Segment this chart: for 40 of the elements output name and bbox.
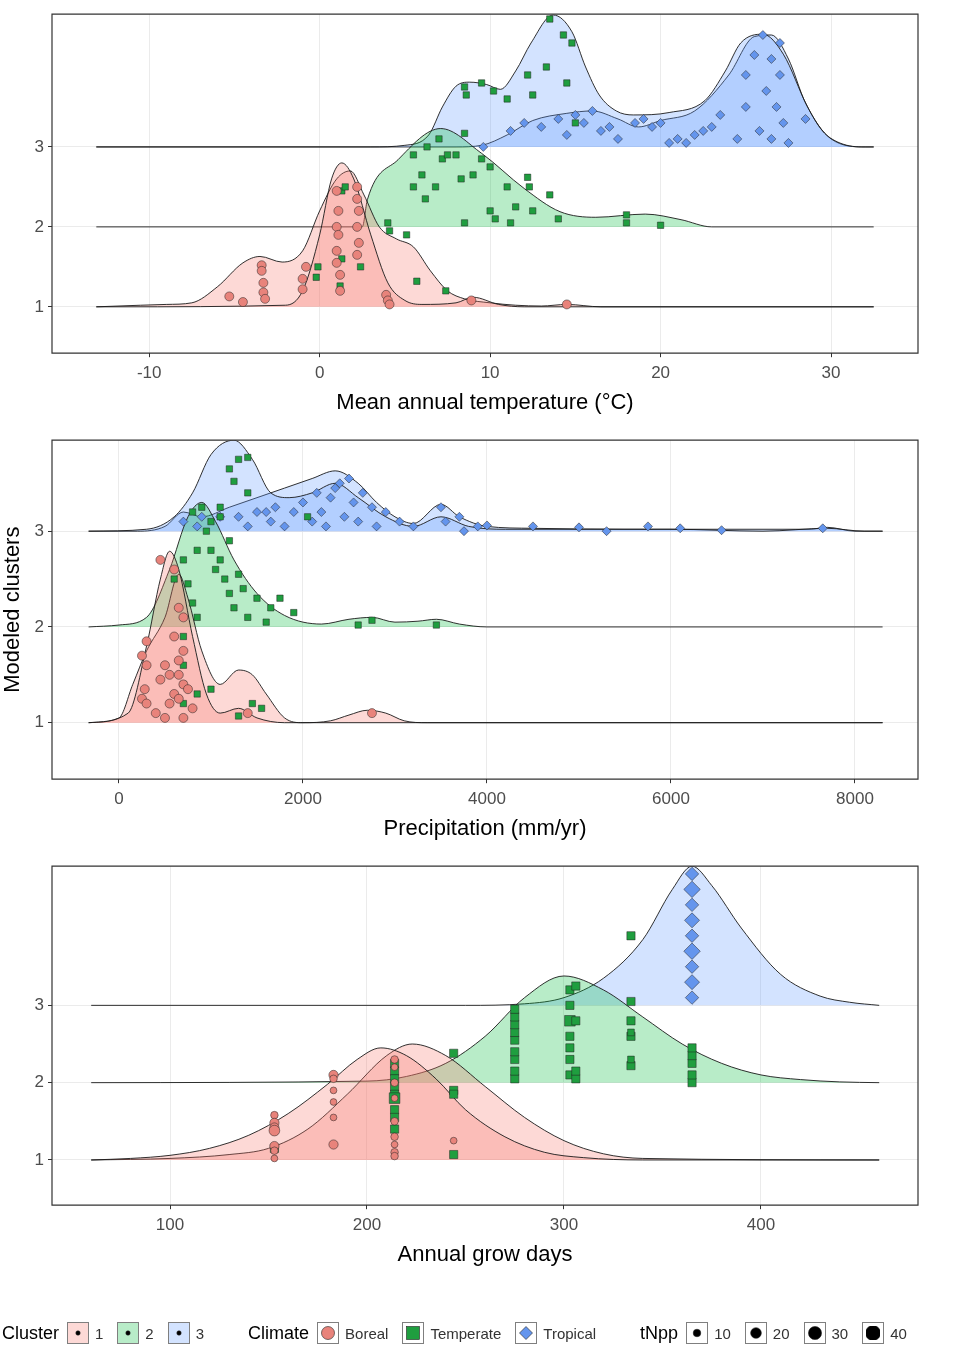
legend-label: 30 [831,1324,849,1342]
legend-label: 1 [95,1324,104,1342]
x-tick-label: 200 [352,1215,382,1235]
y-tick-label: 1 [34,296,44,316]
y-tick-label: 1 [34,712,44,732]
x-tick-label: 0 [114,789,124,809]
y-tick-label: 2 [34,616,44,636]
y-tick-label: 2 [34,216,44,236]
y-tick-label: 3 [34,520,44,540]
x-tick-label: 100 [155,1215,185,1235]
legend-label: 20 [772,1324,790,1342]
x-axis-title: Precipitation (mm/yr) [383,814,587,840]
legend-label: Temperate [430,1324,502,1342]
y-tick-label: 3 [34,995,44,1015]
x-tick-label: -10 [136,363,162,383]
legend-label: 3 [195,1324,205,1342]
x-tick-label: 0 [314,363,325,383]
y-tick-label: 3 [34,136,44,156]
text: Climate [248,1322,310,1343]
x-tick-label: 400 [746,1215,776,1235]
legend-label: 2 [145,1324,154,1342]
legend-title: tNpp [640,1322,679,1344]
text: Cluster [2,1322,60,1343]
y-axis-title: Modeled clusters [0,526,25,693]
legend-label: Boreal [345,1324,389,1342]
x-tick-label: 2000 [284,789,322,809]
y-tick-label: 2 [34,1072,44,1092]
legend-label: 40 [890,1324,907,1342]
x-tick-label: 300 [549,1215,579,1235]
x-tick-label: 8000 [836,789,874,809]
x-tick-label: 20 [651,363,671,383]
x-tick-label: 30 [821,363,841,383]
x-tick-label: 4000 [468,789,506,809]
x-axis-title: Mean annual temperature (°C) [336,388,634,414]
x-tick-label: 6000 [652,789,690,809]
x-tick-label: 10 [480,363,500,383]
legend-label: Tropical [543,1324,597,1342]
y-tick-label: 1 [34,1149,44,1169]
legend-label: 10 [714,1324,731,1342]
x-axis-title: Annual grow days [397,1240,573,1266]
